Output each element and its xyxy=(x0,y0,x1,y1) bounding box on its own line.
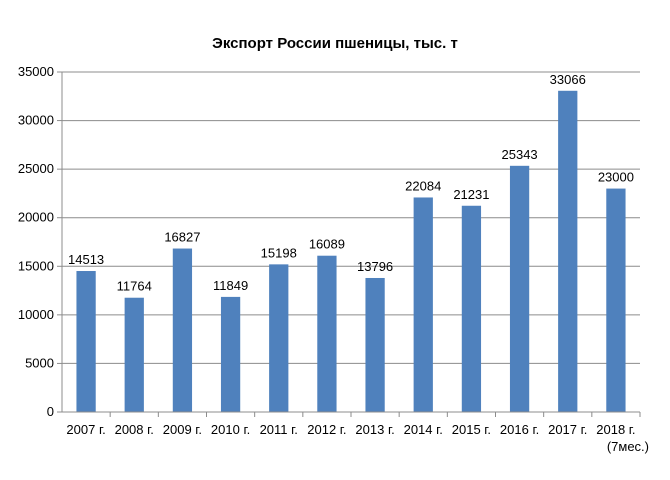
data-labels: 14513 11764 16827 11849 15198 16089 13796 22084… xyxy=(68,72,634,294)
data-label: 22084 xyxy=(405,178,441,193)
y-tick-label: 5000 xyxy=(25,355,54,370)
y-tick-label: 35000 xyxy=(18,64,54,79)
bar xyxy=(269,264,289,412)
y-tick-label: 15000 xyxy=(18,258,54,273)
bar xyxy=(124,297,144,412)
bars xyxy=(76,90,626,413)
y-tick-label: 25000 xyxy=(18,161,54,176)
data-label: 11849 xyxy=(213,278,248,293)
data-label: 21231 xyxy=(453,187,489,202)
bar xyxy=(317,255,337,412)
y-tick-label: 30000 xyxy=(18,113,54,128)
x-tick-label: 2009 г. xyxy=(163,422,202,437)
x-tick-label: 2008 г. xyxy=(115,422,154,437)
x-tick-label: 2016 г. xyxy=(500,422,539,437)
x-tick-label: 2014 г. xyxy=(404,422,443,437)
y-tick-label: 20000 xyxy=(18,210,54,225)
bar xyxy=(509,165,530,412)
data-label: 16089 xyxy=(309,237,345,252)
x-tick-label: 2017 г. xyxy=(548,422,587,437)
data-label: 25343 xyxy=(502,147,538,162)
x-tick-label: 2012 г. xyxy=(307,422,346,437)
x-tick-label: 2010 г. xyxy=(211,422,250,437)
x-tick-label: 2011 г. xyxy=(260,422,298,437)
data-label: 14513 xyxy=(68,252,104,267)
data-label: 16827 xyxy=(164,230,200,245)
data-label: 23000 xyxy=(598,170,634,185)
bar xyxy=(365,277,385,412)
chart-title: Экспорт России пшеницы, тыс. т xyxy=(212,35,458,52)
data-label: 13796 xyxy=(357,259,393,274)
bar xyxy=(461,205,482,412)
bar xyxy=(413,197,433,412)
x-tick-label: 2015 г. xyxy=(452,422,491,437)
gridlines xyxy=(62,71,640,364)
y-axis: 0 5000 10000 15000 20000 25000 30000 35000 xyxy=(18,64,63,419)
bar xyxy=(172,248,193,412)
y-tick-label: 0 xyxy=(47,404,54,419)
bar xyxy=(220,296,241,412)
data-label: 11764 xyxy=(117,279,152,294)
data-label: 33066 xyxy=(550,72,586,87)
x-axis: 2007 г. 2008 г. 2009 г. 2010 г. 2011 г. 2012 … xyxy=(62,411,649,454)
x-tick-label: 2013 г. xyxy=(355,422,394,437)
bar xyxy=(606,188,626,412)
x-tick-label: 2018 г. (7мес.) xyxy=(596,422,649,454)
bar xyxy=(76,271,96,412)
y-tick-label: 10000 xyxy=(18,307,54,322)
data-label: 15198 xyxy=(261,245,297,260)
bar xyxy=(558,90,578,413)
x-tick-label: 2007 г. xyxy=(66,422,105,437)
